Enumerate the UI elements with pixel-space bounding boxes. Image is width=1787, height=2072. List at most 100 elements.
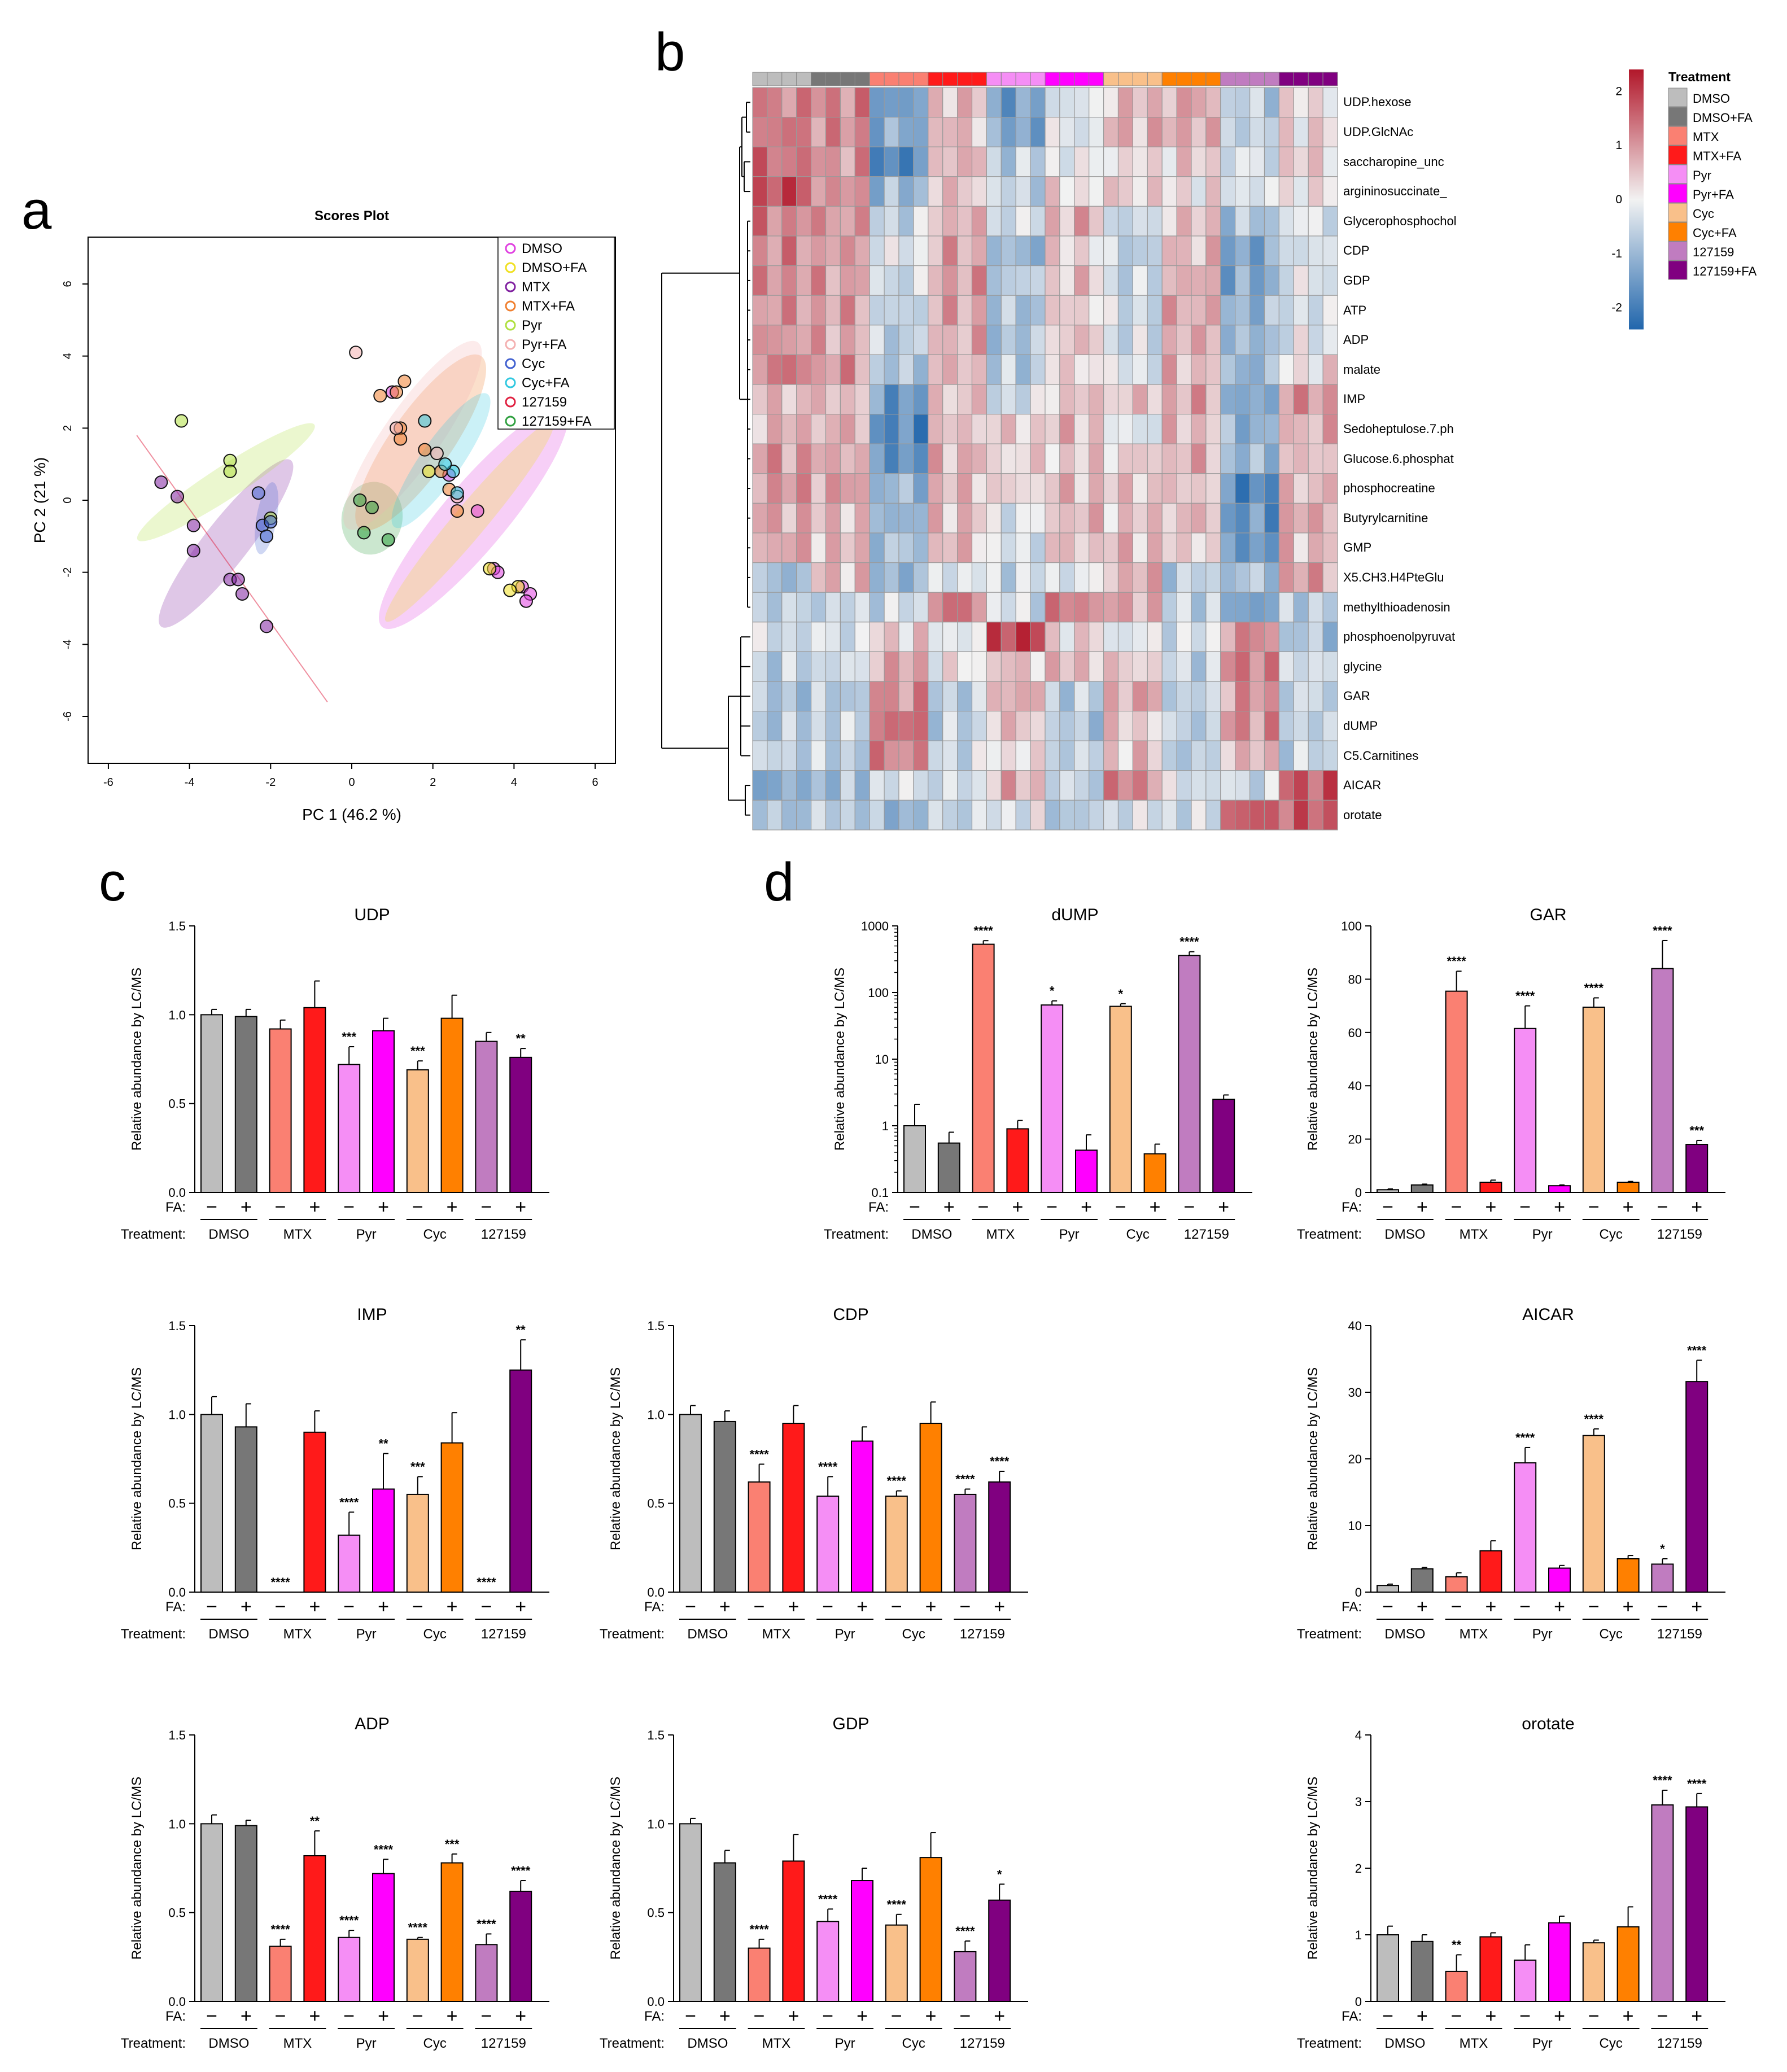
colorbar-segment xyxy=(1629,141,1644,142)
heatmap-cell xyxy=(825,710,841,741)
bar-ADP-5 xyxy=(372,1873,395,2002)
scores-point-mtx xyxy=(171,489,185,504)
heatmap-cell xyxy=(1249,87,1265,118)
bar-chart-ylabel: Relative abundance by LC/MS xyxy=(1305,1367,1321,1550)
fa-sign-IMP: + xyxy=(447,1596,458,1618)
heatmap-cell xyxy=(971,473,987,504)
heatmap-cell xyxy=(781,502,797,534)
fa-sign-IMP: − xyxy=(206,1596,217,1618)
colorbar-segment xyxy=(1629,321,1644,322)
heatmap-cell xyxy=(1249,681,1265,712)
colorbar-segment xyxy=(1629,142,1644,143)
bar-significance-GAR: **** xyxy=(1653,924,1672,938)
heatmap-legend-swatch xyxy=(1668,260,1688,280)
heatmap-cell xyxy=(928,117,943,147)
colorbar-segment xyxy=(1629,160,1644,161)
heatmap-cell xyxy=(1117,562,1133,593)
heatmap-cell xyxy=(1322,770,1338,801)
bar-orotate-5 xyxy=(1548,1922,1571,2003)
heatmap-cell xyxy=(1074,354,1090,385)
heatmap-cell xyxy=(884,265,899,296)
colorbar-segment xyxy=(1629,219,1644,220)
bar-GAR-5 xyxy=(1548,1185,1571,1193)
colorbar-segment xyxy=(1629,252,1644,253)
group-label-pyr: Pyr xyxy=(356,1227,377,1242)
bar-significance-CDP: **** xyxy=(818,1459,838,1474)
colorbar-segment xyxy=(1629,148,1644,149)
colorbar-segment xyxy=(1629,99,1644,100)
colorbar-segment xyxy=(1629,259,1644,260)
colorbar-segment xyxy=(1629,307,1644,308)
panel-letter-a: a xyxy=(21,180,52,241)
heatmap-chart: 2 1 0 -1 -2 Treatment DMSO DMSO+FA MTX MTX+FA Pyr P… xyxy=(661,69,1757,830)
colorbar-segment xyxy=(1629,294,1644,295)
colorbar-segment xyxy=(1629,316,1644,317)
heatmap-cell xyxy=(956,799,973,830)
colorbar-segment xyxy=(1629,94,1644,95)
heatmap-cell xyxy=(1132,651,1148,682)
colorbar-segment xyxy=(1629,150,1644,151)
heatmap-row-label: methylthioadenosin xyxy=(1343,600,1450,614)
colorbar-segment xyxy=(1629,162,1644,163)
colorbar-segment xyxy=(1629,161,1644,162)
colorbar-segment xyxy=(1629,93,1644,94)
colorbar-segment xyxy=(1629,309,1644,311)
colorbar-segment xyxy=(1629,136,1644,137)
heatmap-cell xyxy=(1322,206,1338,237)
heatmap-cell xyxy=(956,532,973,563)
bar-UDP-5 xyxy=(372,1030,395,1193)
bar-significance-CDP: **** xyxy=(955,1472,975,1486)
heatmap-cell xyxy=(1235,325,1251,355)
colorbar-segment xyxy=(1629,75,1644,76)
colorbar-segment xyxy=(1629,169,1644,170)
heatmap-cell xyxy=(1235,592,1251,623)
colorbar-segment xyxy=(1629,300,1644,301)
colorbar-segment xyxy=(1629,226,1644,228)
colorbar-segment xyxy=(1629,259,1644,260)
heatmap-cell xyxy=(1264,592,1279,623)
colorbar-segment xyxy=(1629,166,1644,167)
colorbar-segment xyxy=(1629,119,1644,120)
scores-ytick-label: -2 xyxy=(62,567,74,578)
colorbar-segment xyxy=(1629,132,1644,133)
scores-legend-label: MTX+FA xyxy=(522,299,575,314)
bar-significance-GDP: **** xyxy=(887,1898,907,1912)
heatmap-cell xyxy=(1000,295,1016,326)
colorbar-segment xyxy=(1629,246,1644,247)
heatmap-cell xyxy=(1074,146,1090,177)
group-label-dmso: DMSO xyxy=(687,2036,728,2051)
heatmap-cell xyxy=(1074,384,1090,415)
colorbar-segment xyxy=(1629,182,1644,183)
heatmap-cell xyxy=(781,651,797,682)
colorbar-segment xyxy=(1629,317,1644,318)
colorbar-segment xyxy=(1629,172,1644,173)
heatmap-cell xyxy=(796,325,812,355)
group-label-pyr: Pyr xyxy=(1532,1627,1553,1642)
heatmap-cell xyxy=(1030,651,1046,682)
heatmap-cell xyxy=(1147,532,1163,563)
heatmap-cell xyxy=(1000,799,1016,830)
fa-sign-CDP: + xyxy=(994,1596,1005,1618)
heatmap-cell xyxy=(1089,176,1104,207)
bar-AICAR-9 xyxy=(1685,1381,1709,1593)
heatmap-row-label: ADP xyxy=(1343,333,1369,347)
colorbar-segment xyxy=(1629,213,1644,215)
heatmap-cell xyxy=(1191,651,1207,682)
scores-confidence-ellipse xyxy=(355,354,487,531)
fa-sign-CDP: − xyxy=(754,1596,765,1618)
heatmap-cell xyxy=(1176,206,1192,237)
colorbar-segment xyxy=(1629,235,1644,237)
colorbar-segment xyxy=(1629,252,1644,253)
heatmap-cell xyxy=(884,532,899,563)
heatmap-cell xyxy=(1132,532,1148,563)
heatmap-cell xyxy=(1117,295,1133,326)
colorbar-segment xyxy=(1629,263,1644,264)
colorbar-segment xyxy=(1629,264,1644,265)
scores-point-pyr-fafa xyxy=(349,346,363,360)
colorbar-segment xyxy=(1629,80,1644,81)
colorbar-segment xyxy=(1629,282,1644,283)
scores-point-127159-fafa xyxy=(357,526,371,540)
heatmap-legend-swatch xyxy=(1668,164,1688,184)
colorbar-segment xyxy=(1629,181,1644,182)
heatmap-cell xyxy=(1147,295,1163,326)
